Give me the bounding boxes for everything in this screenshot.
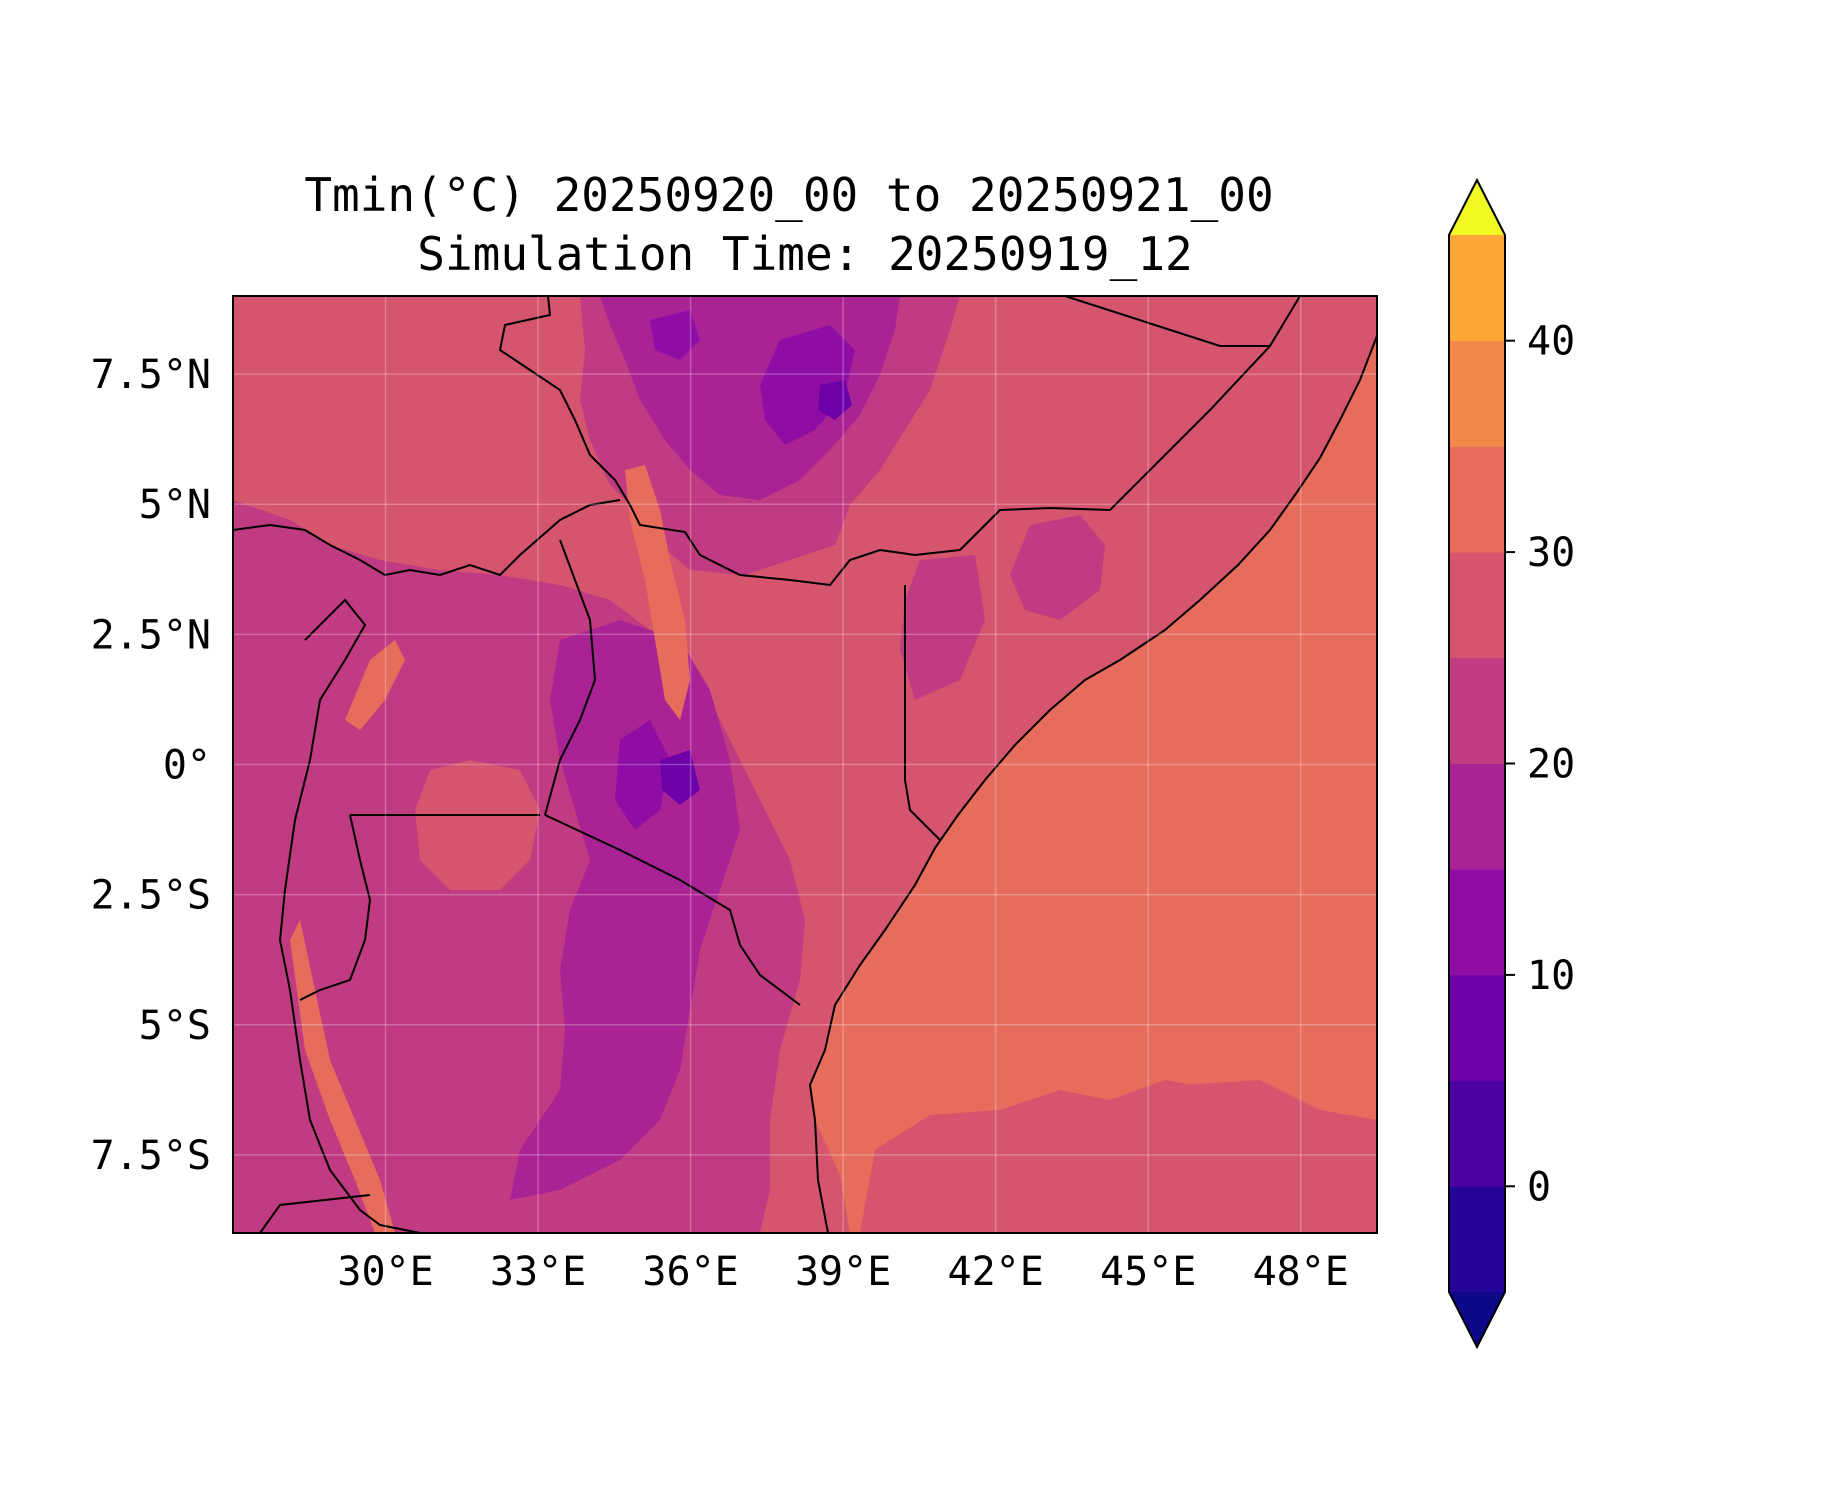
y-tick-label: 7.5°S [91, 1133, 211, 1179]
y-tick-label: 5°N [139, 482, 211, 528]
x-tick-label: 45°E [1100, 1249, 1196, 1295]
y-tick-label: 2.5°S [91, 873, 211, 919]
border-rwanda-burundi [299, 814, 372, 1001]
x-tick-labels: 30°E 33°E 36°E 39°E 42°E 45°E 48°E [337, 1249, 1349, 1295]
rift-warm-strip [625, 465, 690, 720]
colorbar-tick-label: 40 [1527, 319, 1575, 365]
x-tick-label: 48°E [1253, 1249, 1349, 1295]
ocean-warm-region [810, 336, 1377, 1233]
border-zambia-malawi [259, 1194, 371, 1233]
colorbar: 0 10 20 30 40 [1448, 177, 1575, 1350]
colorbar-bin [1449, 446, 1505, 553]
colorbar-bin [1449, 1080, 1505, 1187]
kenya-east-cool-region [900, 555, 985, 700]
border-djibouti-somalia [1064, 296, 1270, 347]
y-tick-label: 2.5°N [91, 612, 211, 658]
map-frame [232, 295, 1378, 1234]
ethiopia-cold-patch-1 [760, 325, 855, 445]
coastline [808, 335, 1377, 1233]
gridlines-layer [233, 296, 1377, 1233]
colorbar-bin [1449, 1186, 1505, 1293]
ocean-cool-band [860, 1080, 1377, 1233]
y-tick-label: 5°S [139, 1003, 211, 1049]
colorbar-extend-min [1449, 1292, 1505, 1347]
x-tick-label: 42°E [948, 1249, 1044, 1295]
colorbar-tick-label: 30 [1527, 530, 1575, 576]
colorbar-tick-label: 20 [1527, 742, 1575, 788]
map-area [233, 296, 1377, 1233]
colorbar-bin [1449, 974, 1505, 1082]
y-tick-labels: 7.5°N 5°N 2.5°N 0° 2.5°S 5°S 7.5°S [91, 352, 211, 1179]
kenya-highland-region [615, 720, 670, 830]
x-tick-label: 39°E [795, 1249, 891, 1295]
colorbar-bin [1449, 235, 1505, 342]
colorbar-bin [1449, 552, 1505, 659]
map-title-line2: Simulation Time: 20250919_12 [417, 227, 1192, 281]
ogaden-cool-region [1010, 515, 1105, 620]
border-uganda-kenya [544, 539, 597, 816]
border-south-sudan [498, 296, 961, 587]
colorbar-bin [1449, 869, 1505, 976]
colorbar-bin [1449, 340, 1505, 447]
ethiopia-cold-patch-2 [818, 380, 852, 420]
colorbar-outline [1448, 177, 1506, 1350]
colorbar-tick-label: 0 [1527, 1164, 1551, 1210]
x-tick-label: 33°E [490, 1249, 586, 1295]
lake-victoria-region [415, 760, 540, 890]
border-kenya-tanzania [544, 814, 801, 1006]
border-ethiopia-somalia [959, 296, 1301, 551]
border-uganda-north [233, 499, 621, 577]
borders-layer [233, 296, 1377, 1233]
lake-albert-strip [345, 640, 405, 730]
colorbar-bin [1449, 763, 1505, 870]
x-tick-label: 30°E [337, 1249, 433, 1295]
colorbar-tick-label: 10 [1527, 953, 1575, 999]
y-tick-label: 7.5°N [91, 352, 211, 398]
x-tick-label: 36°E [642, 1249, 738, 1295]
y-tick-label: 0° [163, 743, 211, 789]
western-rift-strip [290, 920, 395, 1233]
border-congo-east [278, 598, 421, 1233]
kenya-highland-patch [660, 750, 700, 805]
border-kenya-somalia [904, 585, 941, 841]
map-title-line1: Tmin(°C) 20250920_00 to 20250921_00 [304, 168, 1273, 222]
ethiopia-cold-patch-3 [650, 310, 700, 360]
colorbar-bin [1449, 657, 1505, 764]
colorbar-extend-max [1449, 180, 1505, 235]
